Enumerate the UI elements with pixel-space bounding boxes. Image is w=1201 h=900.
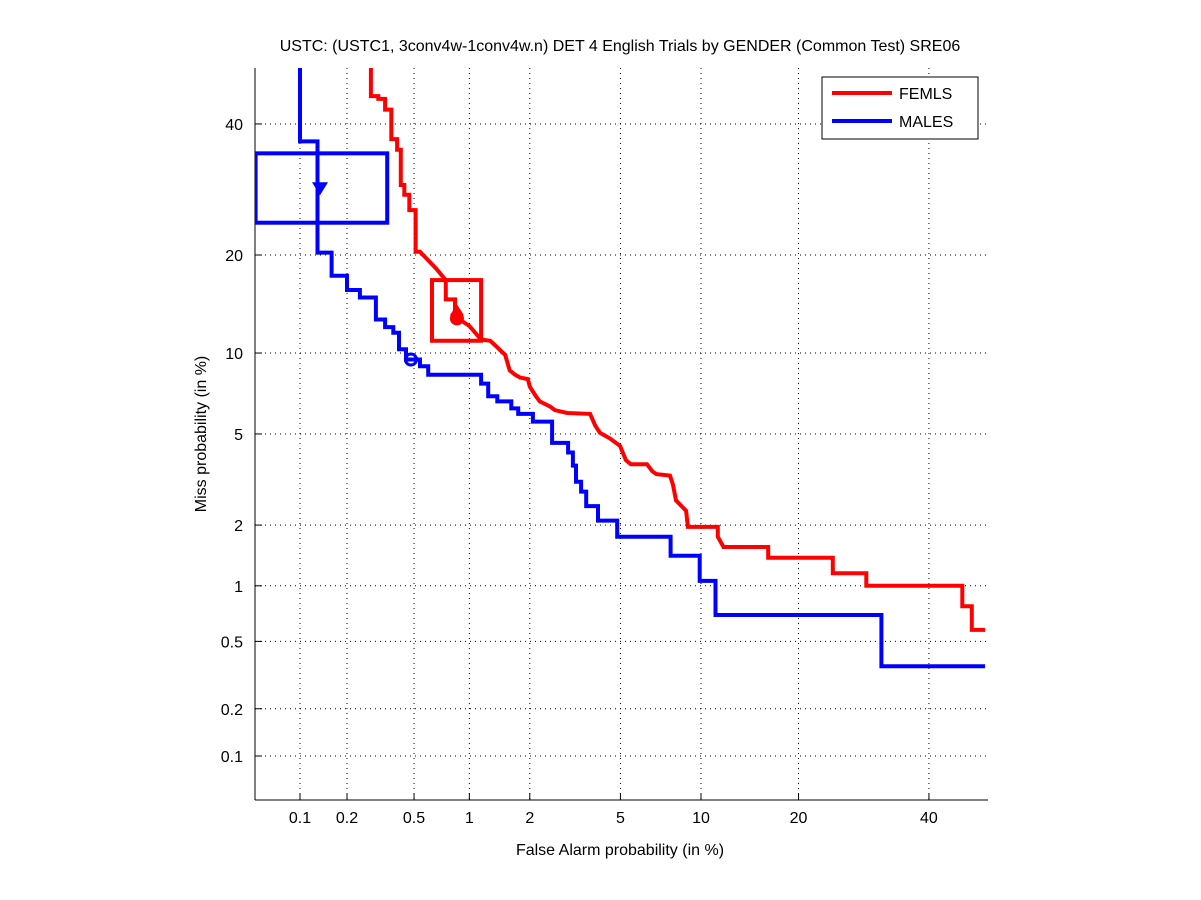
x-tick-label: 0.1 (289, 810, 311, 827)
chart-title: USTC: (USTC1, 3conv4w-1conv4w.n) DET 4 E… (280, 38, 961, 55)
marker-males-triangle-down (312, 182, 329, 196)
y-tick-labels: 0.1 0.2 0.5 1 2 5 10 20 40 (221, 117, 243, 766)
y-tick-label: 0.1 (221, 749, 243, 766)
legend: FEMLS MALES (821, 76, 979, 140)
legend-box (821, 76, 979, 140)
x-tick-label: 1 (465, 810, 474, 827)
legend-label-femls: FEMLS (899, 86, 952, 103)
x-tick-label: 0.2 (336, 810, 358, 827)
legend-label-males: MALES (899, 114, 953, 131)
y-tick-label: 5 (234, 427, 243, 444)
y-tick-label: 2 (234, 518, 243, 535)
x-tick-label: 5 (616, 810, 625, 827)
confidence-box-femls (429, 278, 484, 343)
det-curve-males (298, 68, 986, 669)
y-tick-label: 0.2 (221, 702, 243, 719)
y-tick-label: 40 (225, 117, 243, 134)
x-tick-labels: 0.1 0.2 0.5 1 2 5 10 20 40 (289, 810, 938, 827)
y-tick-label: 1 (234, 579, 243, 596)
axes (254, 68, 988, 801)
marker-males-open-circle (403, 352, 418, 367)
x-tick-label: 2 (525, 810, 534, 827)
y-axis-label: Miss probability (in %) (193, 356, 210, 512)
x-tick-label: 40 (920, 810, 938, 827)
series-layer (255, 68, 986, 669)
confidence-box-males (255, 151, 390, 225)
y-tick-label: 20 (225, 248, 243, 265)
y-tick-label: 0.5 (221, 634, 243, 651)
x-tick-label: 10 (692, 810, 710, 827)
marker-femls-triangle (449, 304, 464, 316)
x-tick-label: 0.5 (403, 810, 425, 827)
y-tick-label: 10 (225, 346, 243, 363)
det-curve-femls (368, 68, 986, 632)
x-tick-label: 20 (790, 810, 808, 827)
x-axis-label: False Alarm probability (in %) (516, 842, 724, 859)
grid (255, 68, 988, 800)
